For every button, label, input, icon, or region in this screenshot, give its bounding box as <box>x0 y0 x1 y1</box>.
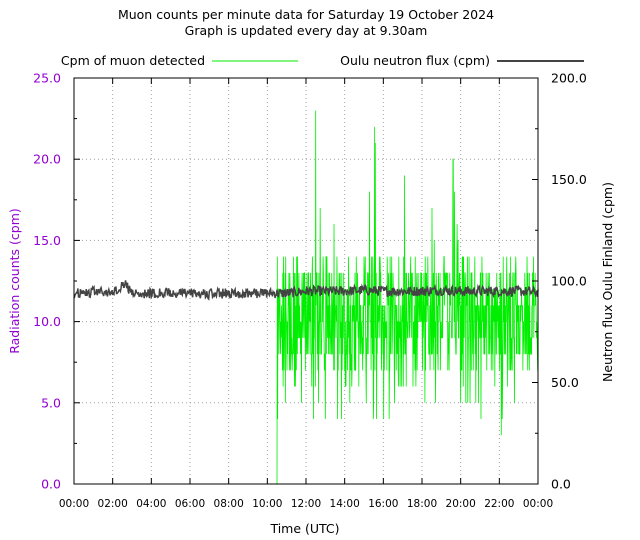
y-right-tick-label: 150.0 <box>551 172 587 187</box>
legend-neutron-label: Oulu neutron flux (cpm) <box>340 53 490 68</box>
y-left-tick-label: 5.0 <box>41 395 61 410</box>
x-axis-label: Time (UTC) <box>269 521 339 536</box>
x-tick-label: 20:00 <box>446 498 476 510</box>
data-series <box>73 110 539 485</box>
y-right-tick-label: 0.0 <box>551 477 571 492</box>
legend: Cpm of muon detected Oulu neutron flux (… <box>61 53 584 68</box>
y-left-tick-label: 10.0 <box>33 314 61 329</box>
x-tick-label: 22:00 <box>484 498 514 510</box>
y-left-axis-label: Radiation counts (cpm) <box>7 208 22 354</box>
x-tick-label: 02:00 <box>98 498 128 510</box>
x-tick-label: 18:00 <box>407 498 437 510</box>
y-right-tick-label: 200.0 <box>551 71 587 86</box>
x-tick-label: 16:00 <box>368 498 398 510</box>
y-right-tick-label: 50.0 <box>551 375 579 390</box>
x-tick-label: 12:00 <box>291 498 321 510</box>
y-right-tick-label: 100.0 <box>551 274 587 289</box>
chart-title-line2: Graph is updated every day at 9.30am <box>185 23 428 38</box>
x-tick-label: 00:00 <box>59 498 89 510</box>
y-left-tick-label: 25.0 <box>33 71 61 86</box>
axes: 00:00 02:00 04:00 06:00 08:00 10:00 12:00 14:00… <box>33 71 587 511</box>
x-tick-label: 08:00 <box>214 498 244 510</box>
x-tick-label: 00:00 <box>523 498 553 510</box>
chart-title-line1: Muon counts per minute data for Saturday… <box>118 7 494 22</box>
x-tick-label: 10:00 <box>252 498 282 510</box>
y-left-tick-label: 15.0 <box>33 233 61 248</box>
grid <box>74 78 538 484</box>
x-tick-label: 04:00 <box>136 498 166 510</box>
y-left-tick-label: 0.0 <box>41 477 61 492</box>
x-tick-label: 14:00 <box>330 498 360 510</box>
x-tick-label: 06:00 <box>175 498 205 510</box>
series-neutron-line <box>73 280 539 301</box>
legend-muon-label: Cpm of muon detected <box>61 53 205 68</box>
y-right-axis-label: Neutron flux Oulu Finland (cpm) <box>600 182 615 382</box>
y-left-tick-label: 20.0 <box>33 152 61 167</box>
